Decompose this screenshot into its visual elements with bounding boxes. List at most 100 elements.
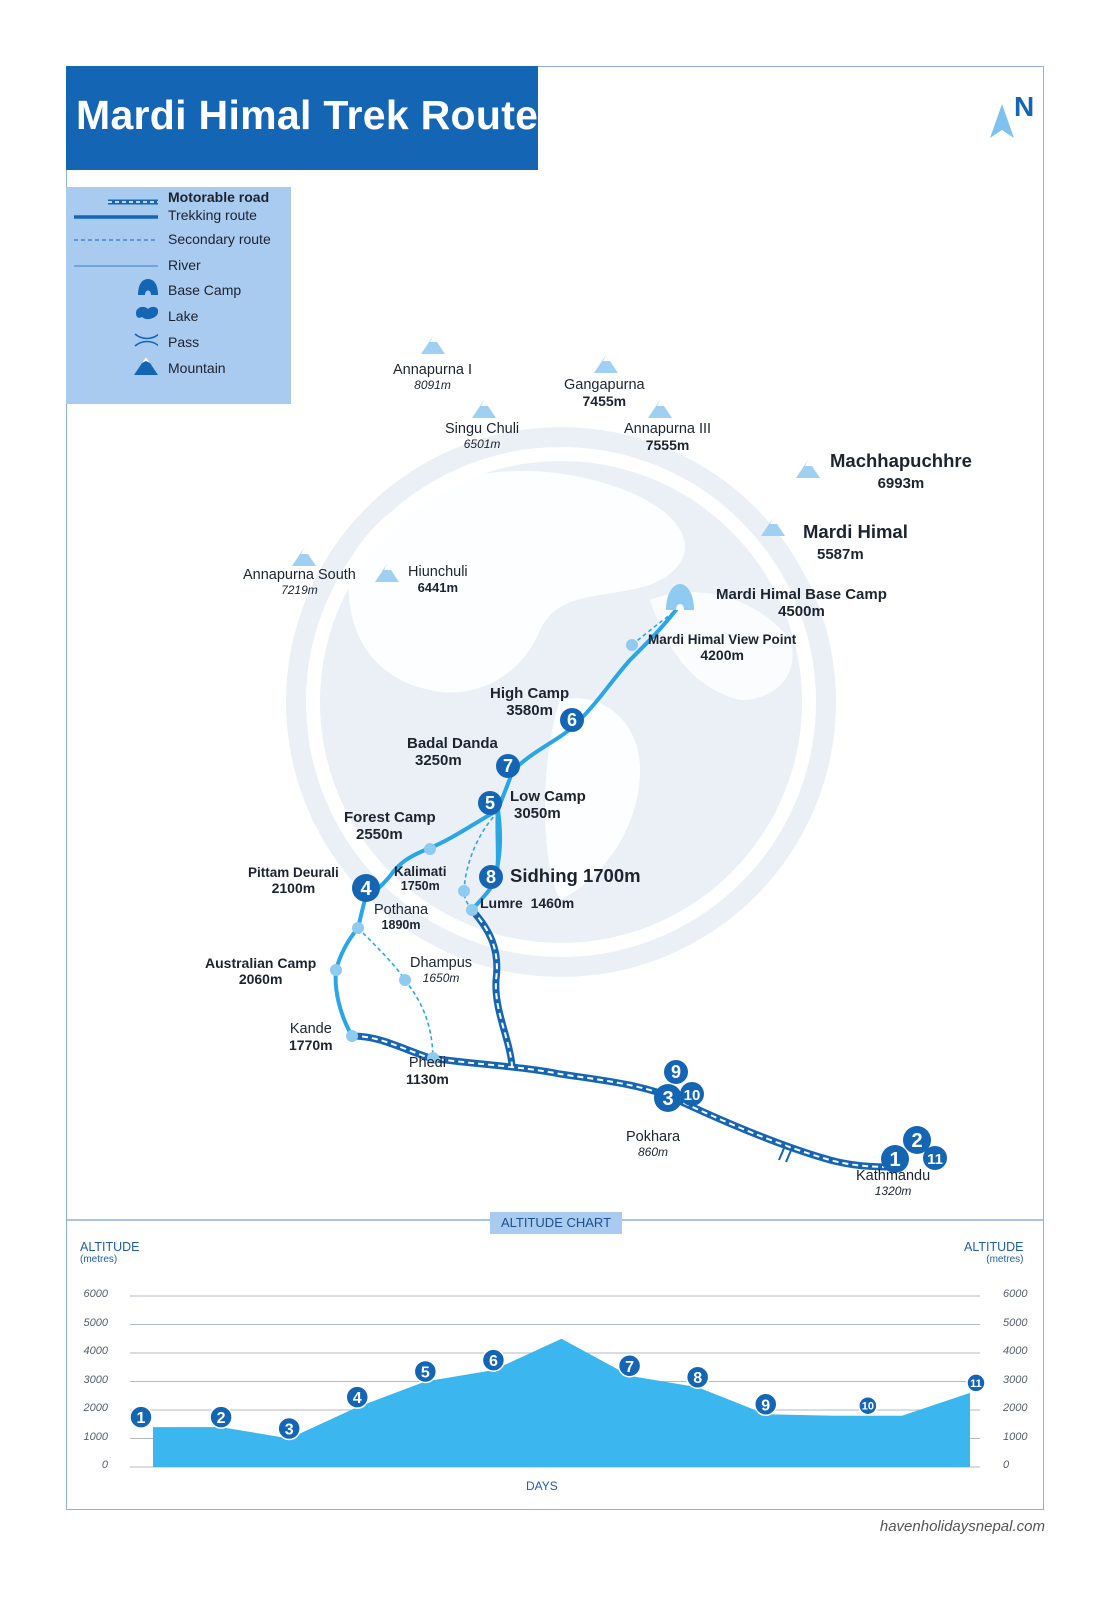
legend-label: Motorable road (168, 189, 270, 205)
chart-day-marker-label: 11 (970, 1378, 982, 1390)
place-label-lumre: Lumre 1460m (480, 895, 575, 911)
mountain-label-singu-chuli: Singu Chuli 6501m (445, 421, 520, 451)
map-frame (66, 66, 1044, 1510)
day-marker-5: 5 (478, 791, 502, 815)
chart-day-marker-label: 6 (489, 1353, 498, 1370)
svg-text:N: N (1014, 91, 1034, 122)
chart-day-marker-label: 3 (285, 1422, 294, 1439)
legend-label: River (168, 257, 201, 273)
svg-text:11: 11 (927, 1151, 943, 1168)
legend-label: Mountain (168, 360, 226, 376)
pass-icon (134, 333, 158, 347)
motorable-road-symbol (74, 199, 158, 219)
legend: Motorable road Trekking route Secondary … (66, 187, 291, 404)
mountain-label-annapurna-3: Annapurna III 7555m (624, 421, 712, 453)
place-label-kande: Kande 1770m (289, 1021, 333, 1053)
mountain-icons (292, 336, 820, 582)
svg-text:8: 8 (486, 867, 496, 887)
day-marker-7: 7 (496, 754, 520, 778)
mountain-label-hiunchuli: Hiunchuli 6441m (408, 564, 468, 595)
north-arrow-icon: N (990, 91, 1034, 138)
place-label-sidhing: Sidhing 1700m (510, 865, 641, 886)
chart-day-marker (413, 1359, 438, 1384)
chart-day-marker-label: 7 (625, 1359, 634, 1376)
y-axis-title-right: ALTITUDE (metres) (964, 1240, 1024, 1265)
y-tick-label: 3000 (83, 1373, 108, 1386)
place-label-low-camp: Low Camp 3050m (510, 788, 586, 822)
svg-text:2: 2 (911, 1130, 922, 1152)
chart-day-marker (129, 1405, 153, 1429)
svg-text:4: 4 (360, 878, 372, 900)
legend-label: Trekking route (168, 207, 257, 223)
chart-day-marker-label: 1 (137, 1410, 146, 1427)
place-label-kalimati: Kalimati 1750m (394, 864, 447, 893)
place-label-mardi-himal-base-camp: Mardi Himal Base Camp 4500m (716, 586, 887, 620)
y-tick-label: 6000 (1003, 1288, 1028, 1300)
place-label-high-camp: High Camp 3580m (490, 685, 570, 719)
mountain-label-annapurna-1: Annapurna I 8091m (393, 362, 473, 392)
chart-day-marker (617, 1354, 642, 1378)
y-tick-label: 0 (101, 1459, 108, 1471)
base-camp-icon (666, 584, 694, 610)
y-tick-label: 3000 (1003, 1373, 1028, 1386)
altitude-chart: 1 2 3 4 5 6 7 8 9 10 11 (129, 1295, 986, 1468)
y-tick-label: 0 (1003, 1459, 1010, 1471)
day-marker-3: 3 (654, 1084, 682, 1112)
legend-label: Lake (168, 308, 199, 324)
chart-day-marker-label: 2 (217, 1410, 226, 1427)
x-axis-title: DAYS (526, 1479, 558, 1493)
chart-day-marker-label: 4 (353, 1390, 362, 1407)
svg-text:10: 10 (684, 1087, 701, 1104)
altitude-area (153, 1338, 970, 1467)
mountain-label-mardi-himal: Mardi Himal 5587m (803, 521, 908, 563)
y-tick-label: 2000 (1003, 1402, 1028, 1414)
lake-icon (136, 306, 158, 320)
y-tick-label: 2000 (83, 1402, 108, 1414)
chart-day-marker (966, 1373, 986, 1393)
chart-day-marker-label: 10 (862, 1401, 874, 1413)
day-marker-9: 9 (664, 1060, 688, 1084)
chart-day-marker-label: 9 (761, 1397, 770, 1414)
y-tick-label: 6000 (83, 1288, 108, 1300)
mountain-label-gangapurna: Gangapurna 7455m (564, 377, 645, 409)
chart-day-marker (345, 1385, 369, 1409)
legend-label: Base Camp (168, 282, 242, 298)
title-banner: Mardi Himal Trek Route (66, 66, 538, 170)
chart-day-marker (754, 1392, 778, 1417)
y-tick-label: 5000 (1003, 1316, 1028, 1329)
chart-day-marker (858, 1395, 878, 1416)
legend-label: Secondary route (168, 231, 271, 247)
place-label-australian-camp: Australian Camp 2060m (205, 955, 317, 987)
mountain-label-machhapuchhre: Machhapuchhre 6993m (830, 450, 972, 492)
place-label-pothana: Pothana 1890m (374, 902, 429, 932)
svg-text:7: 7 (503, 756, 513, 776)
chart-day-marker-label: 8 (693, 1370, 702, 1387)
day-marker-2: 2 (903, 1126, 931, 1154)
place-label-pittam-deurali: Pittam Deurali 2100m (248, 865, 339, 896)
place-label-pokhara: Pokhara 860m (626, 1129, 681, 1159)
waypoint-dots (330, 639, 638, 1064)
page-title: Mardi Himal Trek Route (76, 92, 539, 138)
place-label-badal-danda: Badal Danda 3250m (407, 735, 498, 769)
chart-day-marker (277, 1416, 301, 1441)
day-marker-11: 11 (923, 1146, 947, 1170)
base-camp-icon (138, 279, 158, 295)
mountain-label-annapurna-south: Annapurna South 7219m (243, 567, 356, 597)
day-marker-10: 10 (680, 1082, 704, 1106)
svg-text:6: 6 (567, 710, 577, 730)
chart-day-marker (481, 1348, 506, 1372)
svg-text:3: 3 (662, 1088, 673, 1110)
place-label-dhampus: Dhampus 1650m (410, 955, 473, 985)
svg-text:5: 5 (485, 793, 495, 813)
river-symbol (74, 265, 158, 267)
day-marker-1: 1 (881, 1145, 909, 1173)
place-label-phedi: Phedi 1130m (406, 1055, 449, 1087)
chart-day-marker (209, 1405, 233, 1429)
website-credit: havenholidaysnepal.com (879, 1518, 1045, 1535)
secondary-route-symbol (74, 239, 158, 241)
chart-day-marker (685, 1365, 710, 1389)
svg-text:1: 1 (889, 1149, 900, 1171)
y-axis-title-left: ALTITUDE (metres) (80, 1240, 140, 1265)
y-tick-label: 4000 (1003, 1345, 1028, 1357)
